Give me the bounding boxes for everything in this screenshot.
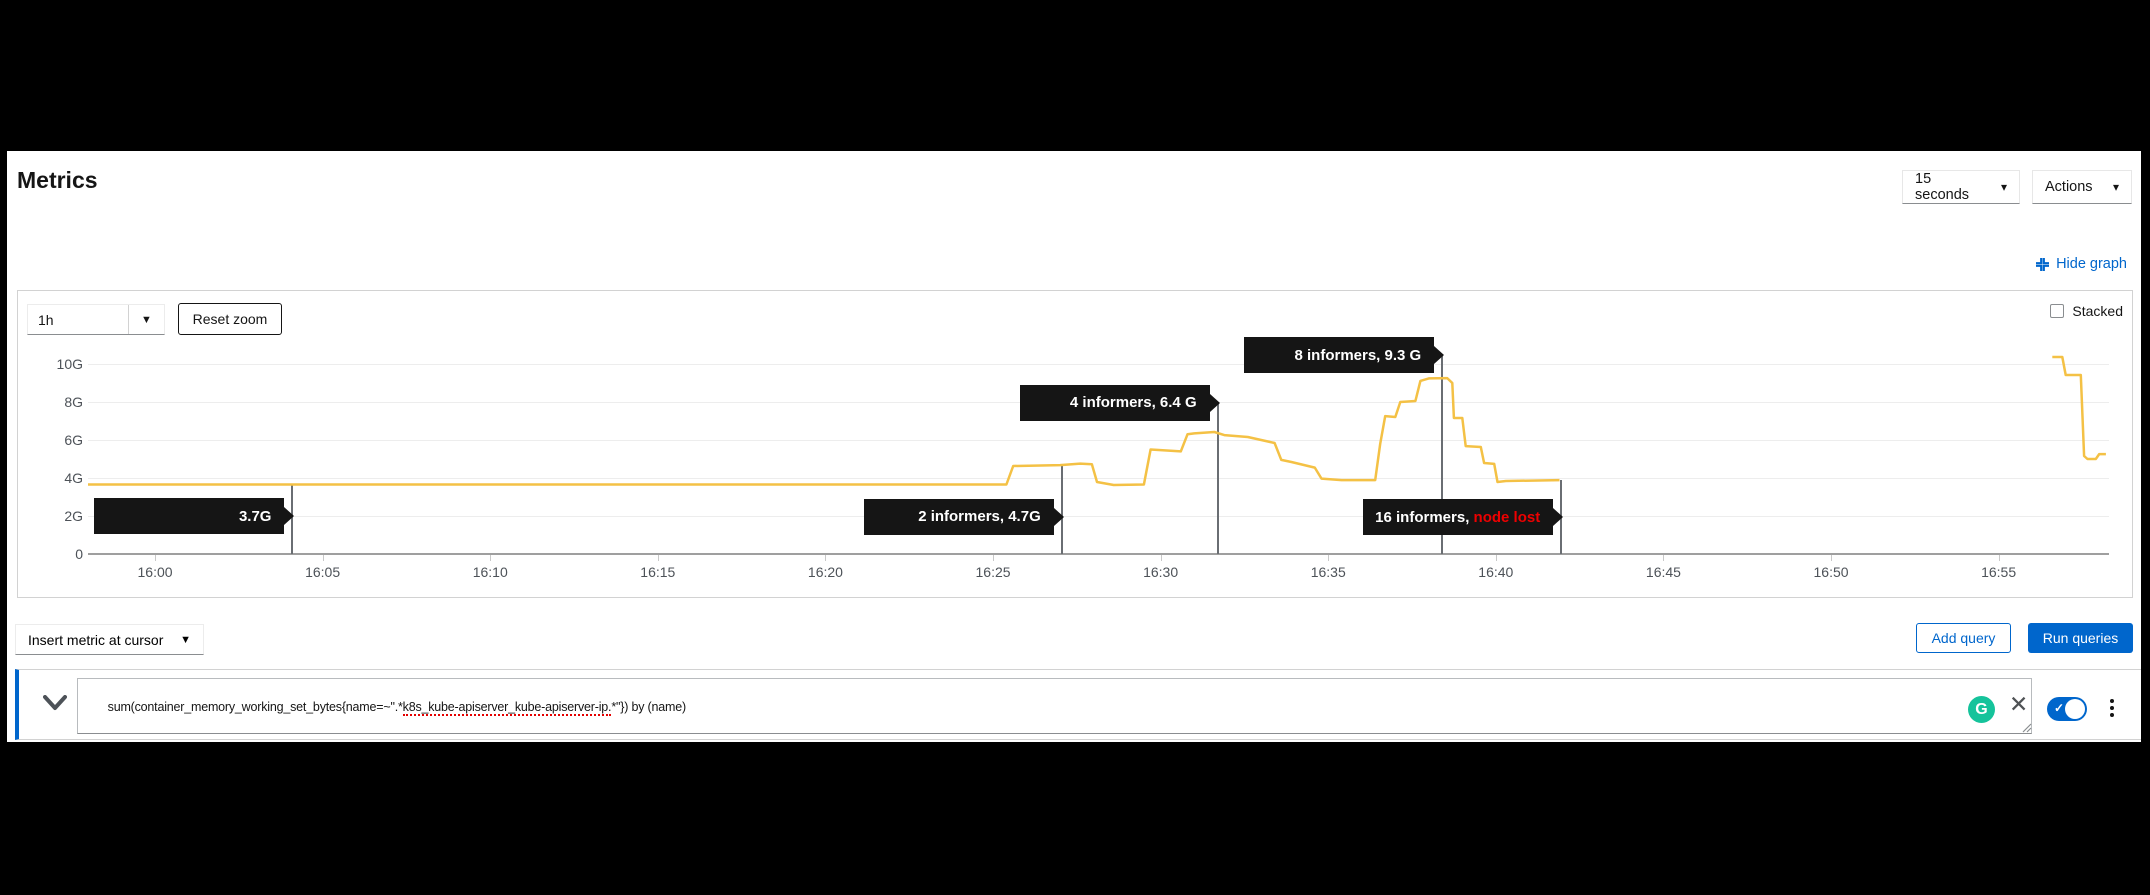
- x-axis-tick-mark: [1495, 555, 1497, 561]
- stacked-checkbox[interactable]: [2050, 304, 2065, 318]
- close-icon[interactable]: ✕: [2009, 691, 2029, 717]
- query-enabled-toggle[interactable]: ✓: [2047, 697, 2087, 721]
- hide-graph-link[interactable]: Hide graph: [2035, 256, 2127, 272]
- y-gridline: [88, 478, 2109, 479]
- x-axis-tick-label: 16:40: [1478, 564, 1514, 580]
- toggle-knob: [2065, 699, 2085, 719]
- x-axis-tick-label: 16:30: [1143, 564, 1179, 580]
- reset-zoom-button[interactable]: Reset zoom: [178, 303, 282, 335]
- run-queries-button[interactable]: Run queries: [2028, 623, 2133, 653]
- x-axis-line: [88, 553, 2109, 555]
- x-axis-tick-mark: [1831, 555, 1833, 561]
- query-row: sum(container_memory_working_set_bytes{n…: [15, 669, 2141, 740]
- annotation-tooltip: 2 informers, 4.7G: [863, 498, 1064, 535]
- annotation-arrow: [1053, 507, 1064, 526]
- metrics-page: Metrics 15 seconds ▾ Actions ▾ Hide grap…: [7, 151, 2141, 742]
- y-axis-tick-label: 2G: [64, 508, 83, 524]
- annotation-text: 16 informers,: [1375, 508, 1474, 526]
- y-axis-tick-label: 0: [75, 546, 83, 562]
- chevron-down-icon: ▼: [128, 305, 164, 334]
- annotation-tooltip: 4 informers, 6.4 G: [1019, 384, 1220, 421]
- duration-select[interactable]: 1h ▼: [27, 304, 165, 335]
- x-axis-tick-mark: [993, 555, 995, 561]
- query-text-misspelled: k8s_kube-apiserver_kube-apiserver-ip.: [402, 700, 612, 716]
- x-axis-tick-label: 16:00: [137, 564, 173, 580]
- x-axis-tick-mark: [490, 555, 492, 561]
- compress-icon: [2035, 257, 2050, 272]
- query-text-post: *"}) by (name): [611, 700, 686, 714]
- page-title: Metrics: [17, 167, 98, 193]
- actions-select-value: Actions: [2045, 179, 2093, 195]
- annotation-text: 3.7G: [238, 507, 272, 525]
- y-axis-tick-label: 6G: [64, 432, 83, 448]
- annotation-alert-text: node lost: [1473, 508, 1541, 526]
- y-axis-tick-label: 10G: [56, 356, 83, 372]
- annotation-arrow: [1434, 346, 1445, 365]
- y-gridline: [88, 440, 2109, 441]
- annotation-arrow: [1209, 393, 1220, 412]
- insert-metric-label: Insert metric at cursor: [28, 631, 164, 648]
- x-axis-tick-mark: [155, 555, 157, 561]
- insert-metric-select[interactable]: Insert metric at cursor ▼: [15, 624, 204, 655]
- x-axis-tick-label: 16:15: [640, 564, 676, 580]
- x-axis-tick-mark: [657, 555, 659, 561]
- x-axis-tick-mark: [1328, 555, 1330, 561]
- y-gridline: [88, 364, 2109, 365]
- x-axis-tick-label: 16:20: [807, 564, 843, 580]
- y-axis-tick-label: 4G: [64, 470, 83, 486]
- chevron-down-icon: ▾: [2112, 180, 2119, 194]
- x-axis-tick-label: 16:35: [1310, 564, 1346, 580]
- x-axis-tick-label: 16:25: [975, 564, 1011, 580]
- duration-select-value: 1h: [38, 311, 54, 328]
- annotation-tooltip: 16 informers, node lost: [1363, 499, 1564, 536]
- promql-query-input[interactable]: sum(container_memory_working_set_bytes{n…: [77, 678, 2032, 734]
- y-axis-tick-label: 8G: [64, 394, 83, 410]
- annotation-marker-line: [1216, 402, 1219, 554]
- x-axis-tick-mark: [1160, 555, 1162, 561]
- kebab-menu-icon[interactable]: [2104, 694, 2120, 722]
- interval-select[interactable]: 15 seconds ▾: [1902, 170, 2020, 204]
- x-axis-tick-mark: [825, 555, 827, 561]
- stacked-label: Stacked: [2072, 303, 2123, 319]
- grammarly-icon[interactable]: G: [1968, 696, 1995, 723]
- hide-graph-label: Hide graph: [2056, 256, 2127, 272]
- chart-plot-area: 10G 8G 6G 4G 2G 0 16:00 16:05 16:10 16:15 16:20 16:…: [18, 291, 2134, 599]
- interval-select-value: 15 seconds: [1915, 171, 1970, 203]
- x-axis-tick-label: 16:10: [472, 564, 508, 580]
- x-axis-tick-mark: [322, 555, 324, 561]
- x-axis-tick-label: 16:55: [1981, 564, 2017, 580]
- metric-line-series: [88, 355, 2106, 487]
- annotation-tooltip: 8 informers, 9.3 G: [1244, 337, 1445, 374]
- textarea-resize-handle[interactable]: [2020, 720, 2032, 738]
- annotation-arrow: [284, 507, 295, 525]
- add-query-button[interactable]: Add query: [1916, 623, 2011, 653]
- chevron-down-icon: ▾: [2000, 180, 2007, 194]
- actions-select[interactable]: Actions ▾: [2032, 170, 2132, 204]
- x-axis-tick-label: 16:45: [1645, 564, 1681, 580]
- annotation-tooltip: 3.7G: [94, 498, 295, 534]
- y-gridline: [88, 516, 2109, 517]
- annotation-text: 2 informers, 4.7G: [918, 508, 1041, 526]
- stacked-control: Stacked: [2050, 303, 2123, 319]
- annotation-marker-line: [1441, 355, 1444, 554]
- graph-panel: 1h ▼ Reset zoom Stacked 10G 8G 6G 4G 2G 0 16:0…: [17, 290, 2133, 598]
- x-axis-tick-label: 16:50: [1813, 564, 1849, 580]
- chevron-down-icon: ▼: [180, 633, 191, 646]
- annotation-text: 8 informers, 9.3 G: [1294, 346, 1422, 364]
- collapse-query-chevron-icon[interactable]: [43, 695, 67, 716]
- x-axis-tick-label: 16:05: [305, 564, 341, 580]
- query-text-pre: sum(container_memory_working_set_bytes{n…: [107, 700, 403, 714]
- x-axis-tick-mark: [1998, 555, 2000, 561]
- x-axis-tick-mark: [1663, 555, 1665, 561]
- annotation-arrow: [1553, 508, 1564, 527]
- annotation-text: 4 informers, 6.4 G: [1069, 394, 1197, 412]
- check-icon: ✓: [2054, 701, 2065, 715]
